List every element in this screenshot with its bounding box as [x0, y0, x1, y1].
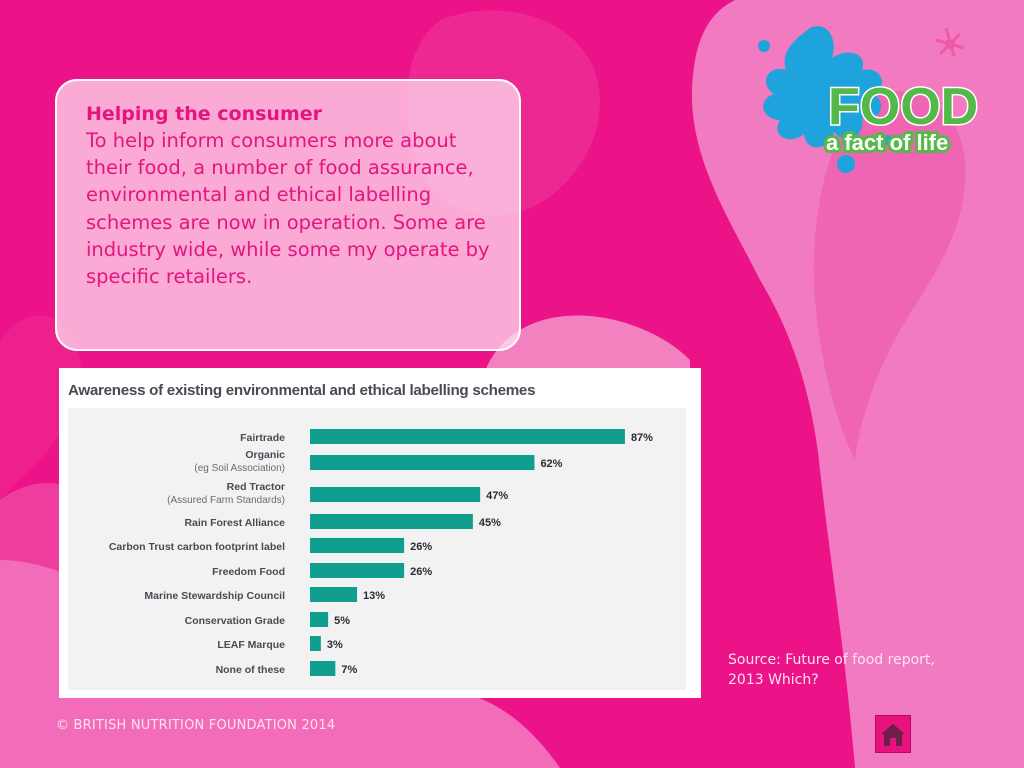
chart-data-label: 47%: [486, 490, 508, 502]
source-line-2: 2013 Which?: [728, 672, 819, 688]
chart-data-label: 26%: [410, 566, 432, 578]
home-button[interactable]: [875, 715, 911, 753]
chart-data-label: 13%: [363, 590, 385, 602]
chart-bar: [310, 587, 358, 602]
chart-category-label: Red Tractor: [227, 481, 285, 493]
chart-category-label: Organic: [245, 449, 285, 461]
chart-marks: 87% Fairtrade 62% Organic (eg Soil Associati…: [109, 429, 653, 676]
copyright-text: © BRITISH NUTRITION FOUNDATION 2014: [56, 718, 336, 733]
awareness-bar-chart: Awareness of existing environmental and …: [68, 382, 686, 690]
chart-data-label: 3%: [327, 639, 343, 651]
chart-category-sublabel: (eg Soil Association): [194, 463, 285, 474]
chart-bar: [310, 429, 625, 444]
logo-tagline-text: a fact of life: [826, 130, 948, 155]
food-a-fact-of-life-logo: FOOD a fact of life: [758, 26, 980, 173]
chart-data-label: 7%: [341, 664, 357, 676]
logo-food-text: FOOD: [828, 78, 978, 136]
chart-bar: [310, 612, 329, 627]
chart-category-label: LEAF Marque: [217, 639, 285, 651]
info-textbox: Helping the consumer To help inform cons…: [55, 79, 521, 351]
source-line-1: Source: Future of food report,: [728, 652, 935, 668]
chart-bar: [310, 487, 481, 502]
source-note: Source: Future of food report, 2013 Whic…: [728, 650, 988, 690]
chart-data-label: 62%: [540, 458, 562, 470]
chart-bar: [310, 538, 405, 553]
chart-bar: [310, 455, 535, 470]
chart-bar: [310, 563, 405, 578]
splash-logo-icon: [758, 26, 965, 173]
textbox-heading: Helping the consumer: [86, 103, 322, 125]
chart-data-label: 45%: [479, 517, 501, 529]
chart-category-label: Marine Stewardship Council: [144, 590, 285, 602]
home-icon: [881, 724, 905, 746]
chart-category-label: Fairtrade: [240, 432, 285, 444]
chart-category-label: None of these: [216, 664, 286, 676]
chart-category-label: Carbon Trust carbon footprint label: [109, 541, 285, 553]
chart-data-label: 87%: [631, 432, 653, 444]
chart-category-label: Conservation Grade: [185, 615, 286, 627]
textbox-body: To help inform consumers more about thei…: [86, 129, 490, 289]
chart-bar: [310, 661, 336, 676]
chart-category-label: Rain Forest Alliance: [184, 517, 285, 529]
chart-data-label: 26%: [410, 541, 432, 553]
chart-category-label: Freedom Food: [212, 566, 285, 578]
chart-title: Awareness of existing environmental and …: [68, 382, 535, 399]
chart-panel: Awareness of existing environmental and …: [59, 368, 701, 698]
chart-category-sublabel: (Assured Farm Standards): [167, 495, 285, 506]
chart-bar: [310, 636, 321, 651]
chart-data-label: 5%: [334, 615, 350, 627]
chart-bar: [310, 514, 473, 529]
